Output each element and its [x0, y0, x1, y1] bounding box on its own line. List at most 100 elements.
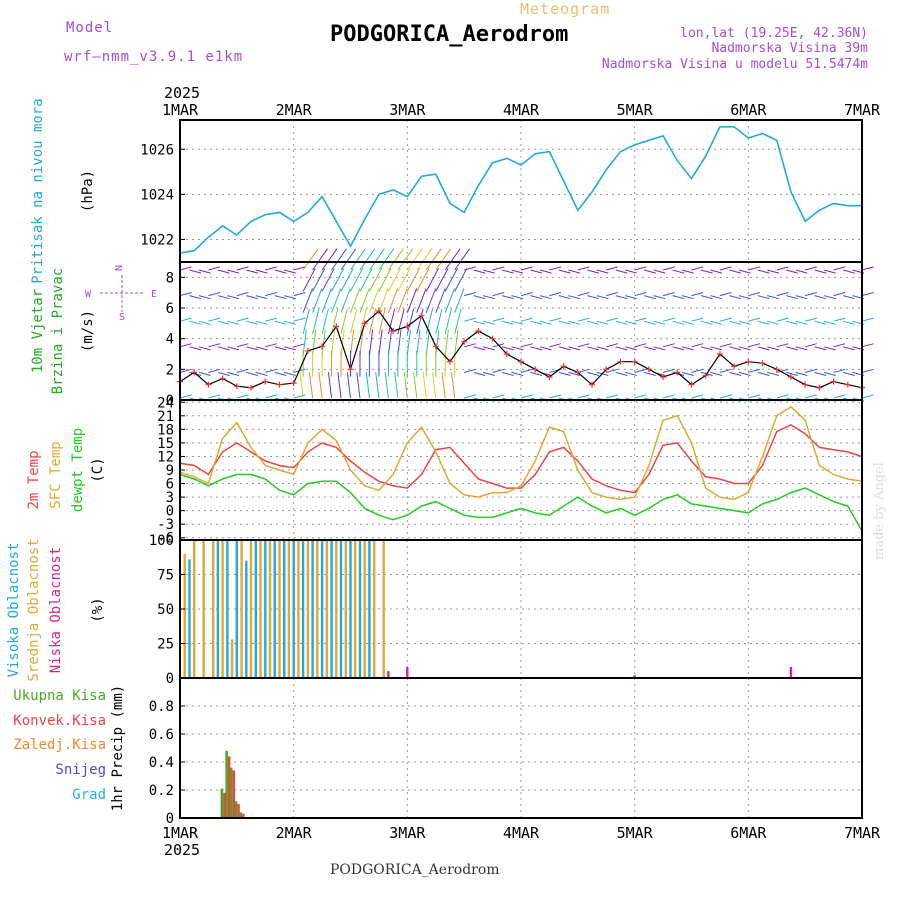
wind-arrow	[861, 343, 874, 348]
wind-arrow	[719, 394, 732, 399]
wind-arrow	[805, 368, 817, 373]
wind-arrow	[179, 317, 192, 322]
wind-marker	[361, 320, 368, 327]
y-tick-label: 2	[166, 362, 174, 378]
wind-arrow	[451, 372, 456, 399]
wind-arrow	[767, 346, 780, 351]
temp-2m-label: 2m Temp	[26, 450, 42, 509]
lonlat-text: lon,lat (19.25E, 42.36N)	[680, 26, 868, 41]
wind-arrow	[662, 343, 675, 348]
wind-arrow	[425, 268, 439, 292]
wind-arrow	[236, 292, 249, 297]
wind-arrow	[246, 320, 259, 325]
wind-arrow	[265, 317, 277, 322]
high-cloud-bar	[368, 540, 371, 678]
dewpt-line	[179, 473, 863, 532]
x-label-top: 6MAR	[730, 101, 767, 119]
x-label-top: 2MAR	[276, 101, 313, 119]
wind-arrow	[441, 372, 446, 399]
wind-arrow	[558, 320, 571, 325]
high-cloud-bar	[320, 540, 324, 678]
wind-arrow	[539, 346, 552, 351]
wind-arrow	[681, 346, 694, 351]
wind-arrow	[482, 295, 495, 300]
compass-w: W	[85, 289, 92, 300]
wind-arrow	[530, 295, 543, 300]
y-tick-label: 1022	[140, 232, 174, 248]
wind-arrow	[520, 292, 533, 297]
wind-marker	[787, 374, 794, 380]
wind-arrow	[321, 248, 338, 271]
wind-arrow	[748, 292, 761, 297]
wind-arrow	[823, 295, 836, 300]
wind-arrow	[549, 343, 562, 348]
wind-arrow	[767, 320, 780, 325]
wind-arrow	[492, 368, 505, 373]
wind-arrow	[520, 394, 533, 399]
wind-arrow	[406, 329, 411, 356]
wind-arrow	[369, 248, 385, 271]
wind-arrow	[653, 269, 666, 274]
high-cloud-bar	[273, 540, 276, 678]
y-tick-label: 1026	[140, 142, 174, 158]
y-tick-label: -3	[157, 517, 174, 533]
wind-arrow	[644, 320, 656, 325]
model-label: Model	[66, 20, 114, 36]
wind-arrow	[577, 292, 590, 297]
wind-arrow	[530, 346, 543, 351]
wind-arrow	[710, 320, 723, 325]
wind-marker	[688, 381, 695, 388]
wind-arrow	[179, 343, 192, 348]
wind-marker	[574, 369, 581, 376]
wind-marker	[233, 383, 240, 390]
temp-unit: (C)	[90, 457, 106, 482]
precip-snow-label: Snijeg	[55, 762, 106, 778]
compass-s: S	[119, 312, 125, 323]
mid-cloud-bar	[297, 540, 300, 678]
high-cloud-bar	[339, 540, 343, 678]
wind-arrow	[365, 372, 370, 399]
wind-arrow	[606, 394, 618, 399]
wind-arrow	[539, 269, 552, 274]
wind-arrow	[359, 288, 370, 313]
wind-arrow	[340, 308, 348, 335]
wind-arrow	[700, 320, 713, 325]
wind-arrow	[558, 346, 571, 351]
x-label-top: 1MAR	[162, 101, 199, 119]
wind-arrow	[274, 320, 287, 325]
wind-arrow	[274, 371, 287, 376]
wind-arrow	[312, 248, 328, 271]
wind-arrow	[387, 308, 396, 335]
y-tick-label: 8	[166, 270, 174, 286]
wind-arrow	[406, 268, 420, 292]
wind-arrow	[189, 269, 202, 274]
wind-arrow	[558, 371, 571, 376]
wind-arrow	[729, 269, 742, 274]
wind-marker	[759, 360, 766, 367]
wind-arrow	[549, 266, 562, 271]
wind-arrow	[805, 317, 817, 322]
wind-arrow	[823, 346, 836, 351]
wind-arrow	[549, 394, 562, 399]
wind-arrow	[236, 343, 249, 348]
wind-arrow	[208, 266, 221, 271]
wind-arrow	[814, 269, 827, 274]
wind-arrow	[842, 346, 855, 351]
wind-arrow	[634, 368, 647, 373]
wind-arrow	[464, 317, 476, 322]
wind-arrow	[331, 248, 347, 271]
wind-arrow	[568, 269, 581, 274]
wind-marker	[304, 347, 311, 354]
wind-arrow	[208, 368, 221, 373]
wind-marker	[830, 378, 837, 385]
wind-arrow	[662, 394, 675, 399]
wind-arrow	[833, 394, 846, 399]
y-tick-label: 6	[166, 301, 174, 317]
wind-arrow	[284, 371, 296, 376]
wind-arrow	[501, 295, 514, 300]
wind-marker	[603, 366, 610, 373]
wind-arrow	[208, 292, 221, 297]
wind-arrow	[227, 346, 240, 351]
wind-marker	[816, 384, 823, 391]
wind-arrow	[786, 269, 798, 274]
